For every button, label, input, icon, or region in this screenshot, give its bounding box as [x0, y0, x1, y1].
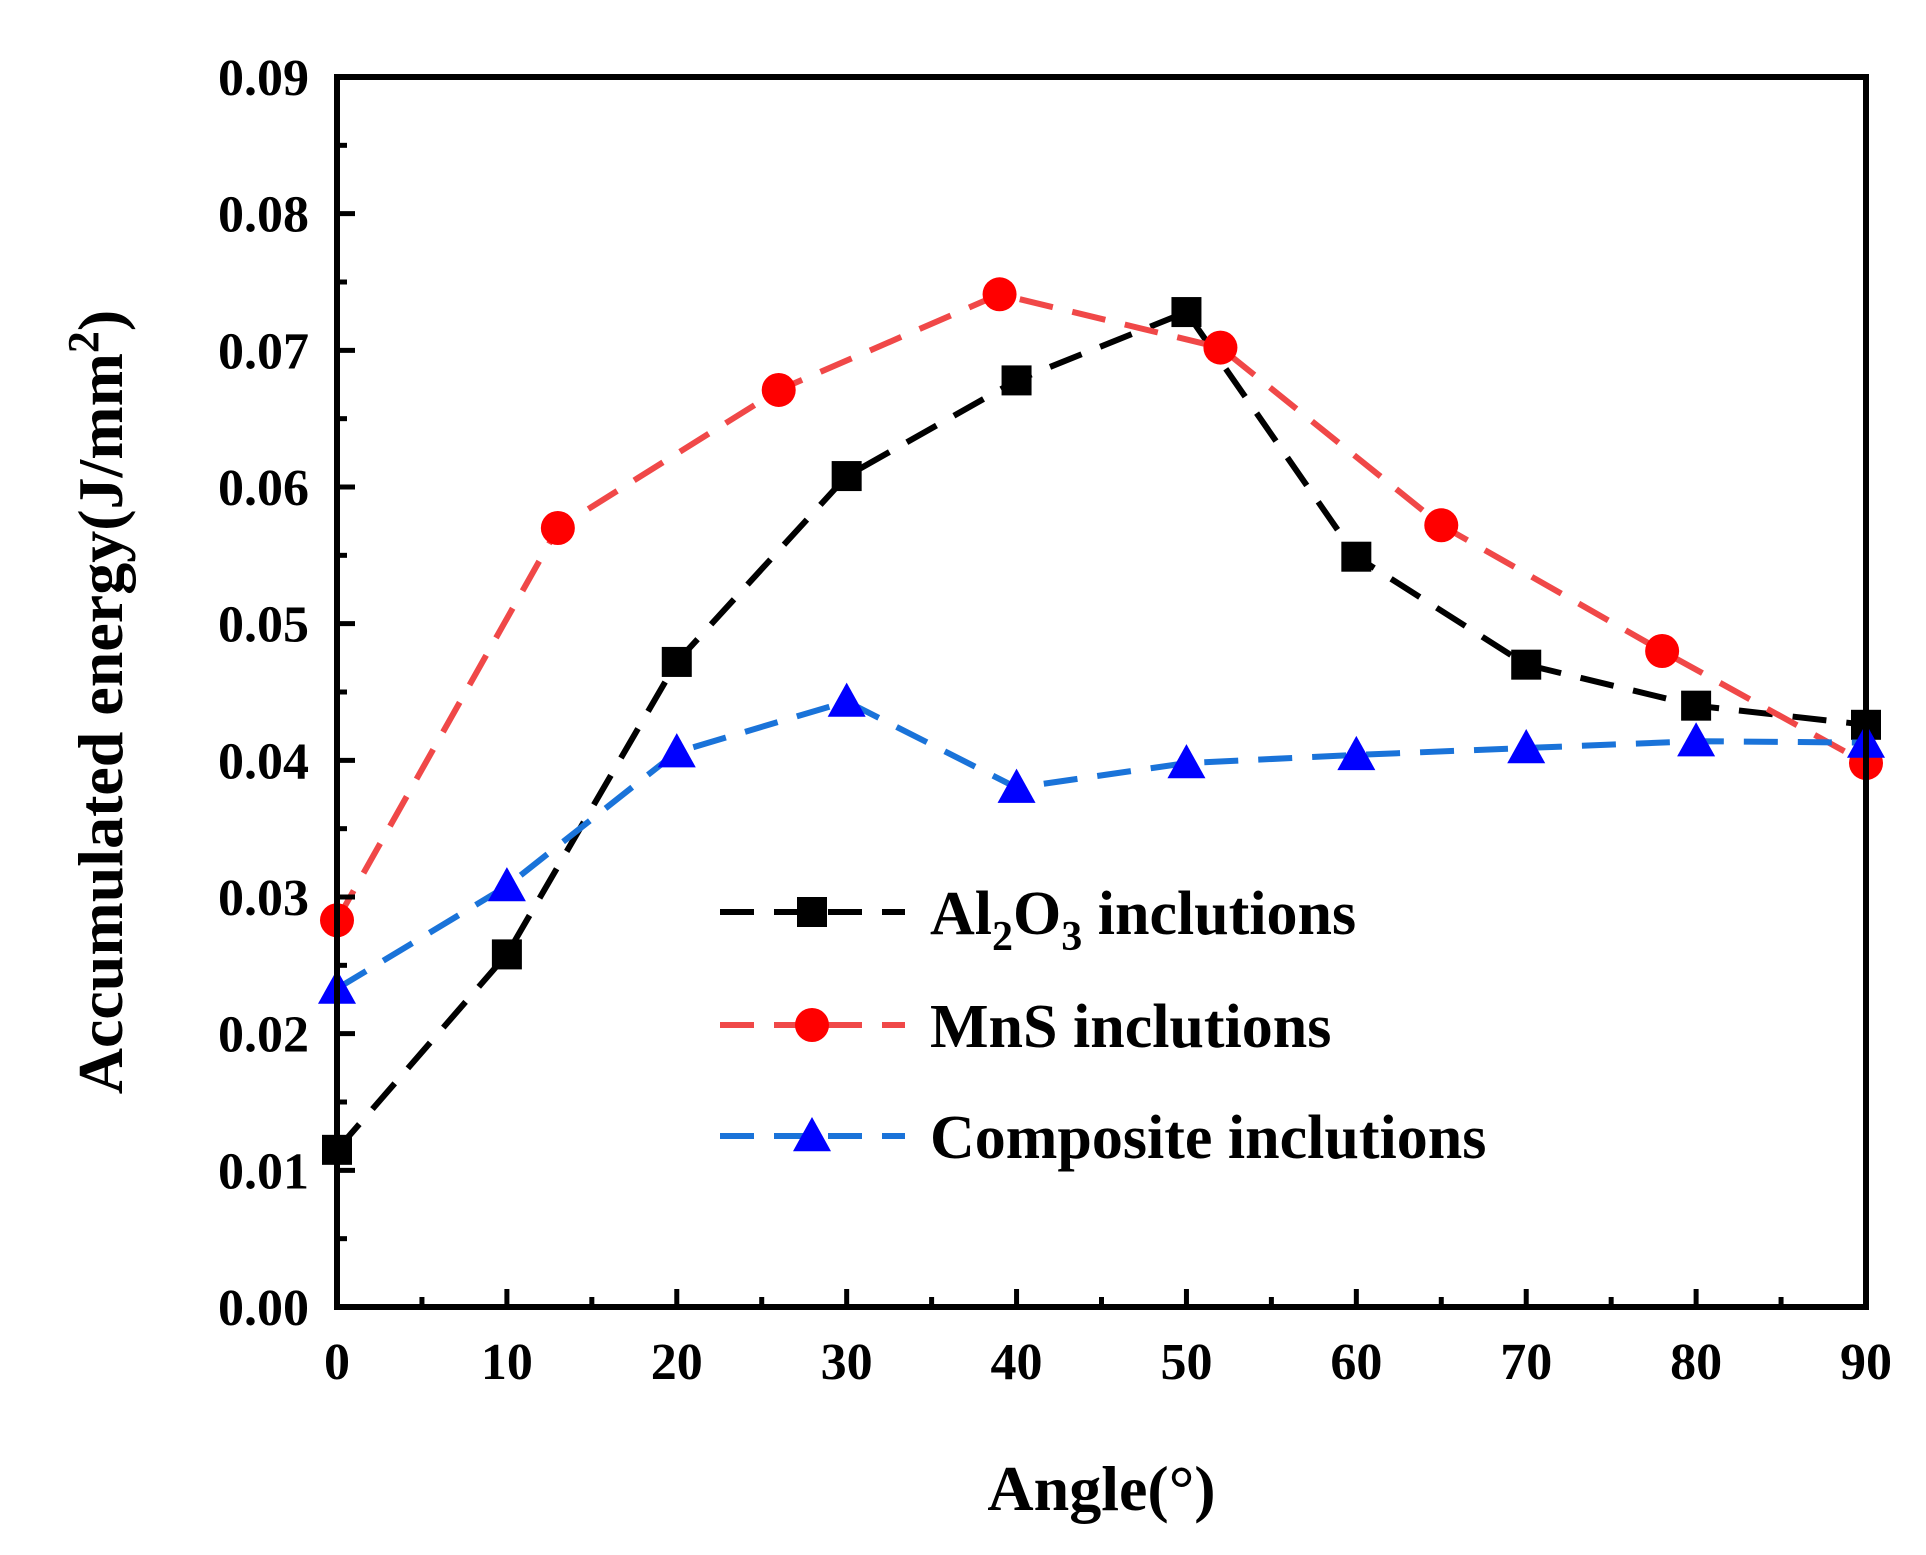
x-tick-label: 50: [1160, 1334, 1212, 1391]
y-axis-title-main: Accumulated energy(J/mm: [65, 353, 136, 1094]
y-tick-label: 0.01: [218, 1143, 309, 1200]
circle-series-1-point: [540, 511, 575, 545]
triangle-series-2-point: [827, 682, 866, 717]
legend-item-circle: MnS inclutions: [720, 993, 1331, 1061]
triangle-series-2-point: [487, 867, 526, 902]
x-tick-label: 90: [1840, 1334, 1892, 1391]
y-tick-label: 0.03: [218, 870, 309, 927]
x-tick-label: 60: [1330, 1334, 1382, 1391]
axes-layer: 0 10 20 30 40 50 60 70 80 90 0.00 0.01 0.02 0.03 0.04 0…: [59, 50, 1892, 1524]
square-series-0-line: [334, 309, 1867, 1152]
y-tick-label: 0.04: [218, 733, 309, 790]
square-series-0: [322, 297, 1881, 1165]
y-axis-title-superscript: 2: [59, 331, 108, 353]
x-tick-label: 0: [324, 1334, 350, 1391]
y-tick-label: 0.05: [218, 597, 309, 654]
y-tick-label: 0.07: [218, 323, 309, 380]
y-tick-label: 0.00: [218, 1280, 309, 1337]
circle-series-1-point: [1203, 330, 1238, 365]
triangle-series-2-point: [1677, 722, 1716, 757]
triangle-series-2-point: [657, 733, 696, 768]
circle-series-1-line: [334, 291, 1868, 922]
square-series-0-point: [1681, 690, 1712, 721]
legend: Al2O3 inclutions MnS inclutions Composite …: [720, 880, 1486, 1172]
y-tick-label: 0.06: [218, 460, 309, 517]
circle-series-1-point: [761, 372, 796, 407]
y-tick-label: 0.08: [218, 187, 309, 244]
triangle-series-2-line: [335, 698, 1867, 992]
square-series-0-point: [1171, 297, 1202, 328]
square-series-0-point: [491, 939, 522, 970]
legend-label-square: Al2O3 inclutions: [930, 880, 1356, 960]
triangle-series-2-point: [997, 768, 1036, 803]
square-series-0-point: [831, 461, 862, 492]
legend-item-square: Al2O3 inclutions: [720, 880, 1356, 960]
circle-series-1-point: [1424, 508, 1459, 543]
x-tick-label: 40: [991, 1334, 1043, 1391]
y-tick-label: 0.02: [218, 1007, 309, 1064]
y-tick-label: 0.09: [218, 50, 309, 107]
legend-label-subscript: 2: [992, 914, 1013, 960]
x-axis-title: Angle(°): [987, 1453, 1215, 1524]
y-axis-title: Accumulated energy(J/mm2): [59, 310, 136, 1094]
circle-series-1-point: [982, 277, 1017, 312]
legend-label-part: Al: [930, 880, 992, 948]
triangle-series-2-point: [1507, 729, 1546, 764]
circle-series-1: [320, 277, 1883, 938]
square-series-0-point: [661, 646, 692, 677]
square-series-0-point: [1001, 365, 1032, 396]
legend-item-triangle: Composite inclutions: [720, 1104, 1486, 1172]
legend-label-subscript: 3: [1061, 914, 1082, 960]
circle-series-1-point: [1645, 634, 1680, 668]
y-axis-title-close: ): [65, 310, 136, 331]
plot-data-layer: [318, 277, 1885, 1165]
legend-marker-circle: [795, 1008, 829, 1042]
legend-label-part: inclutions: [1082, 880, 1356, 948]
x-tick-label: 70: [1500, 1334, 1552, 1391]
x-tick-label: 30: [821, 1334, 873, 1391]
square-series-0-point: [1341, 541, 1372, 572]
x-tick-label: 80: [1670, 1334, 1722, 1391]
square-series-0-point: [1511, 649, 1542, 680]
x-tick-label: 10: [481, 1334, 533, 1391]
x-tick-label: 20: [651, 1334, 703, 1391]
legend-label-part: O: [1013, 880, 1061, 948]
legend-marker-triangle: [793, 1117, 831, 1152]
legend-label-circle: MnS inclutions: [930, 993, 1331, 1061]
legend-marker-square: [797, 897, 827, 927]
legend-label-triangle: Composite inclutions: [930, 1104, 1486, 1172]
triangle-series-2-point: [1337, 735, 1376, 771]
triangle-series-2: [318, 682, 1885, 1004]
triangle-series-2-point: [1167, 744, 1206, 779]
